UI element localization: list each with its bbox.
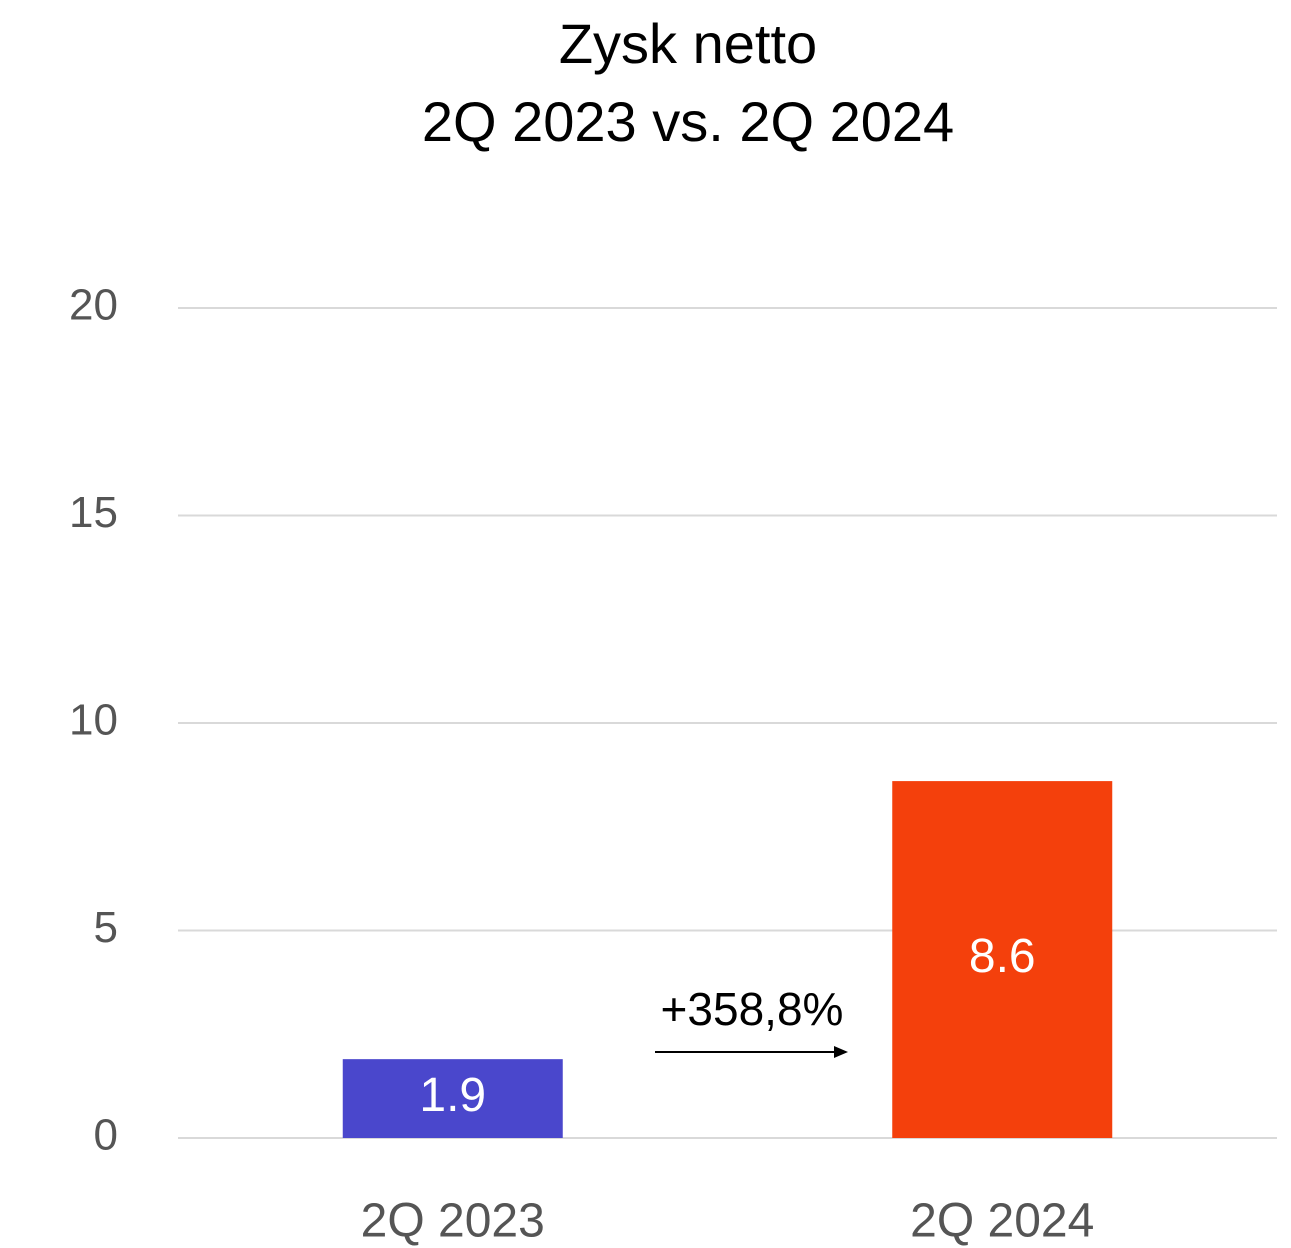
bar xyxy=(342,1059,563,1138)
data-label: 8.6 xyxy=(969,930,1036,983)
data-label: 1.9 xyxy=(419,1069,486,1122)
y-tick-label: 10 xyxy=(69,696,118,745)
x-tick-label: 2Q 2023 xyxy=(361,1195,545,1248)
chart-title: Zysk netto xyxy=(559,12,817,75)
annotation-arrowhead xyxy=(834,1046,848,1058)
annotation: +358,8% xyxy=(661,983,844,1035)
y-tick-label: 0 xyxy=(94,1111,118,1160)
x-tick-label: 2Q 2024 xyxy=(910,1195,1094,1248)
y-tick-label: 5 xyxy=(94,903,118,952)
chart-subtitle: 2Q 2023 vs. 2Q 2024 xyxy=(422,90,954,153)
y-tick-label: 20 xyxy=(69,281,118,330)
y-tick-label: 15 xyxy=(69,488,118,537)
bar xyxy=(892,781,1113,1138)
